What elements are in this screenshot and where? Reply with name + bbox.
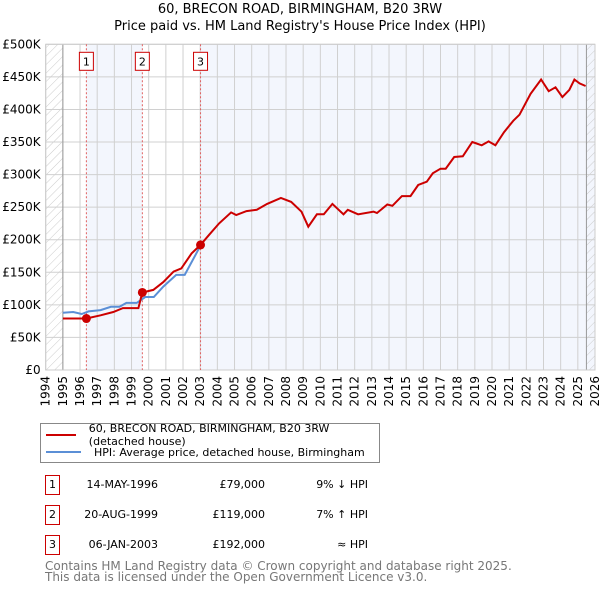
y-tick-label: £50K: [10, 330, 42, 344]
y-tick-label: £150K: [2, 265, 42, 279]
x-tick-label: 2007: [262, 376, 276, 407]
transaction-row: 3 06-JAN-2003 £192,000 ≈ HPI: [0, 535, 480, 555]
chart-legend: 60, BRECON ROAD, BIRMINGHAM, B20 3RW (de…: [40, 422, 380, 463]
legend-swatch-red: [46, 434, 76, 436]
transaction-hpi: 7% ↑ HPI: [316, 508, 368, 521]
x-tick-label: 2017: [434, 376, 448, 407]
x-tick-label: 1999: [125, 376, 139, 407]
x-tick-label: 2012: [348, 376, 362, 407]
x-tick-label: 2001: [159, 376, 173, 407]
x-tick-label: 2019: [468, 376, 482, 407]
transaction-row: 1 14-MAY-1996 £79,000 9% ↓ HPI: [0, 475, 480, 495]
transaction-row: 2 20-AUG-1999 £119,000 7% ↑ HPI: [0, 505, 480, 525]
y-tick-label: £400K: [2, 102, 42, 116]
x-tick-label: 2013: [365, 376, 379, 407]
price-paid-series-line: [62, 77, 586, 320]
x-tick-label: 2018: [451, 376, 465, 407]
transaction-number-badge: 3: [45, 535, 60, 555]
legend-label: 60, BRECON ROAD, BIRMINGHAM, B20 3RW (de…: [88, 422, 330, 448]
y-tick-label: £500K: [2, 37, 42, 51]
transaction-price: £119,000: [212, 508, 266, 521]
x-tick-label: 2023: [537, 376, 551, 407]
x-tick-label: 1996: [73, 376, 87, 407]
sale-label-box: [134, 51, 150, 71]
transaction-hpi: 9% ↓ HPI: [316, 478, 368, 491]
x-tick-label: 2026: [588, 376, 600, 407]
x-tick-label: 2011: [331, 376, 345, 407]
chart-subtitle: Price paid vs. HM Land Registry's House …: [114, 19, 486, 34]
x-tick-label: 2020: [485, 376, 499, 407]
x-tick-label: 1998: [107, 376, 121, 407]
x-tick-label: 2009: [296, 376, 310, 407]
sale-point: [196, 240, 206, 250]
legend-label: HPI: Average price, detached house, Birm…: [94, 445, 365, 459]
x-tick-label: 2016: [416, 376, 430, 407]
footer-copyright: Contains HM Land Registry data © Crown c…: [45, 559, 512, 573]
x-tick-label: 2005: [228, 376, 242, 407]
transaction-price: £192,000: [212, 538, 266, 551]
y-tick-label: £450K: [2, 70, 42, 84]
x-tick-label: 2024: [554, 376, 568, 407]
x-tick-label: 2014: [382, 376, 396, 407]
legend-swatch-blue: [46, 451, 81, 453]
y-tick-label: £0: [25, 363, 40, 377]
x-tick-label: 1994: [39, 376, 53, 407]
transaction-hpi: ≈ HPI: [337, 538, 368, 551]
chart-title: 60, BRECON ROAD, BIRMINGHAM, B20 3RW: [157, 2, 443, 17]
x-tick-label: 2000: [142, 376, 156, 407]
y-tick-label: £300K: [2, 168, 42, 182]
transaction-price: £79,000: [219, 478, 266, 491]
x-tick-label: 1995: [56, 376, 70, 407]
y-tick-label: £350K: [2, 135, 42, 149]
transaction-date: 20-AUG-1999: [84, 508, 158, 521]
x-tick-label: 2021: [502, 376, 516, 407]
sale-label: 2: [139, 55, 146, 68]
x-tick-label: 2015: [399, 376, 413, 407]
y-tick-label: £250K: [2, 200, 42, 214]
sale-label: 3: [197, 55, 204, 68]
transaction-date: 06-JAN-2003: [88, 538, 158, 551]
x-tick-label: 2004: [210, 376, 224, 407]
sale-label-box: [193, 51, 209, 71]
x-tick-label: 2010: [313, 376, 327, 407]
hpi-series-line: [62, 245, 202, 316]
x-tick-label: 2003: [193, 376, 207, 407]
sale-label-box: [78, 51, 94, 71]
x-tick-label: 2022: [519, 376, 533, 407]
sale-label: 1: [83, 55, 90, 68]
sale-point: [81, 314, 91, 324]
x-tick-label: 1997: [90, 376, 104, 407]
legend-item-hpi: HPI: Average price, detached house, Birm…: [41, 444, 365, 460]
price-chart: 1994 1995 1996 1997 1998 1999 2000 2001 2002 2003…: [2, 37, 600, 407]
y-tick-label: £200K: [2, 233, 42, 247]
footer-licence: This data is licensed under the Open Gov…: [45, 570, 428, 584]
transaction-number-badge: 2: [45, 505, 60, 525]
x-tick-label: 2025: [571, 376, 585, 407]
x-tick-label: 2008: [279, 376, 293, 407]
transaction-date: 14-MAY-1996: [86, 478, 158, 491]
plot-border: [45, 43, 596, 371]
sale-point: [137, 287, 147, 297]
x-tick-label: 2002: [176, 376, 190, 407]
legend-item-property: 60, BRECON ROAD, BIRMINGHAM, B20 3RW (de…: [41, 422, 379, 448]
x-tick-label: 2006: [245, 376, 259, 407]
y-tick-label: £100K: [2, 298, 42, 312]
transaction-number-badge: 1: [45, 475, 60, 495]
